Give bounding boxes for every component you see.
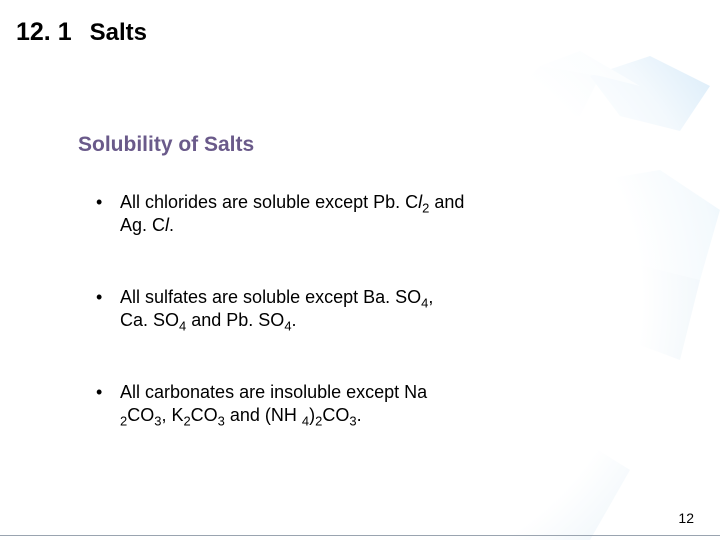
bullet-item: All carbonates are insoluble except Na 2…: [96, 381, 466, 428]
bullet-list: All chlorides are soluble except Pb. Cl2…: [96, 191, 720, 427]
section-title: Salts: [90, 19, 147, 47]
section-number: 12. 1: [16, 18, 72, 47]
subtitle: Solubility of Salts: [78, 133, 720, 157]
bottom-divider: [0, 535, 720, 536]
bullet-item: All chlorides are soluble except Pb. Cl2…: [96, 191, 466, 238]
page-number: 12: [678, 510, 694, 526]
slide-content: 12. 1 Salts Solubility of Salts All chlo…: [0, 0, 720, 540]
slide-header: 12. 1 Salts: [0, 0, 720, 47]
bullet-item: All sulfates are soluble except Ba. SO4,…: [96, 286, 466, 333]
